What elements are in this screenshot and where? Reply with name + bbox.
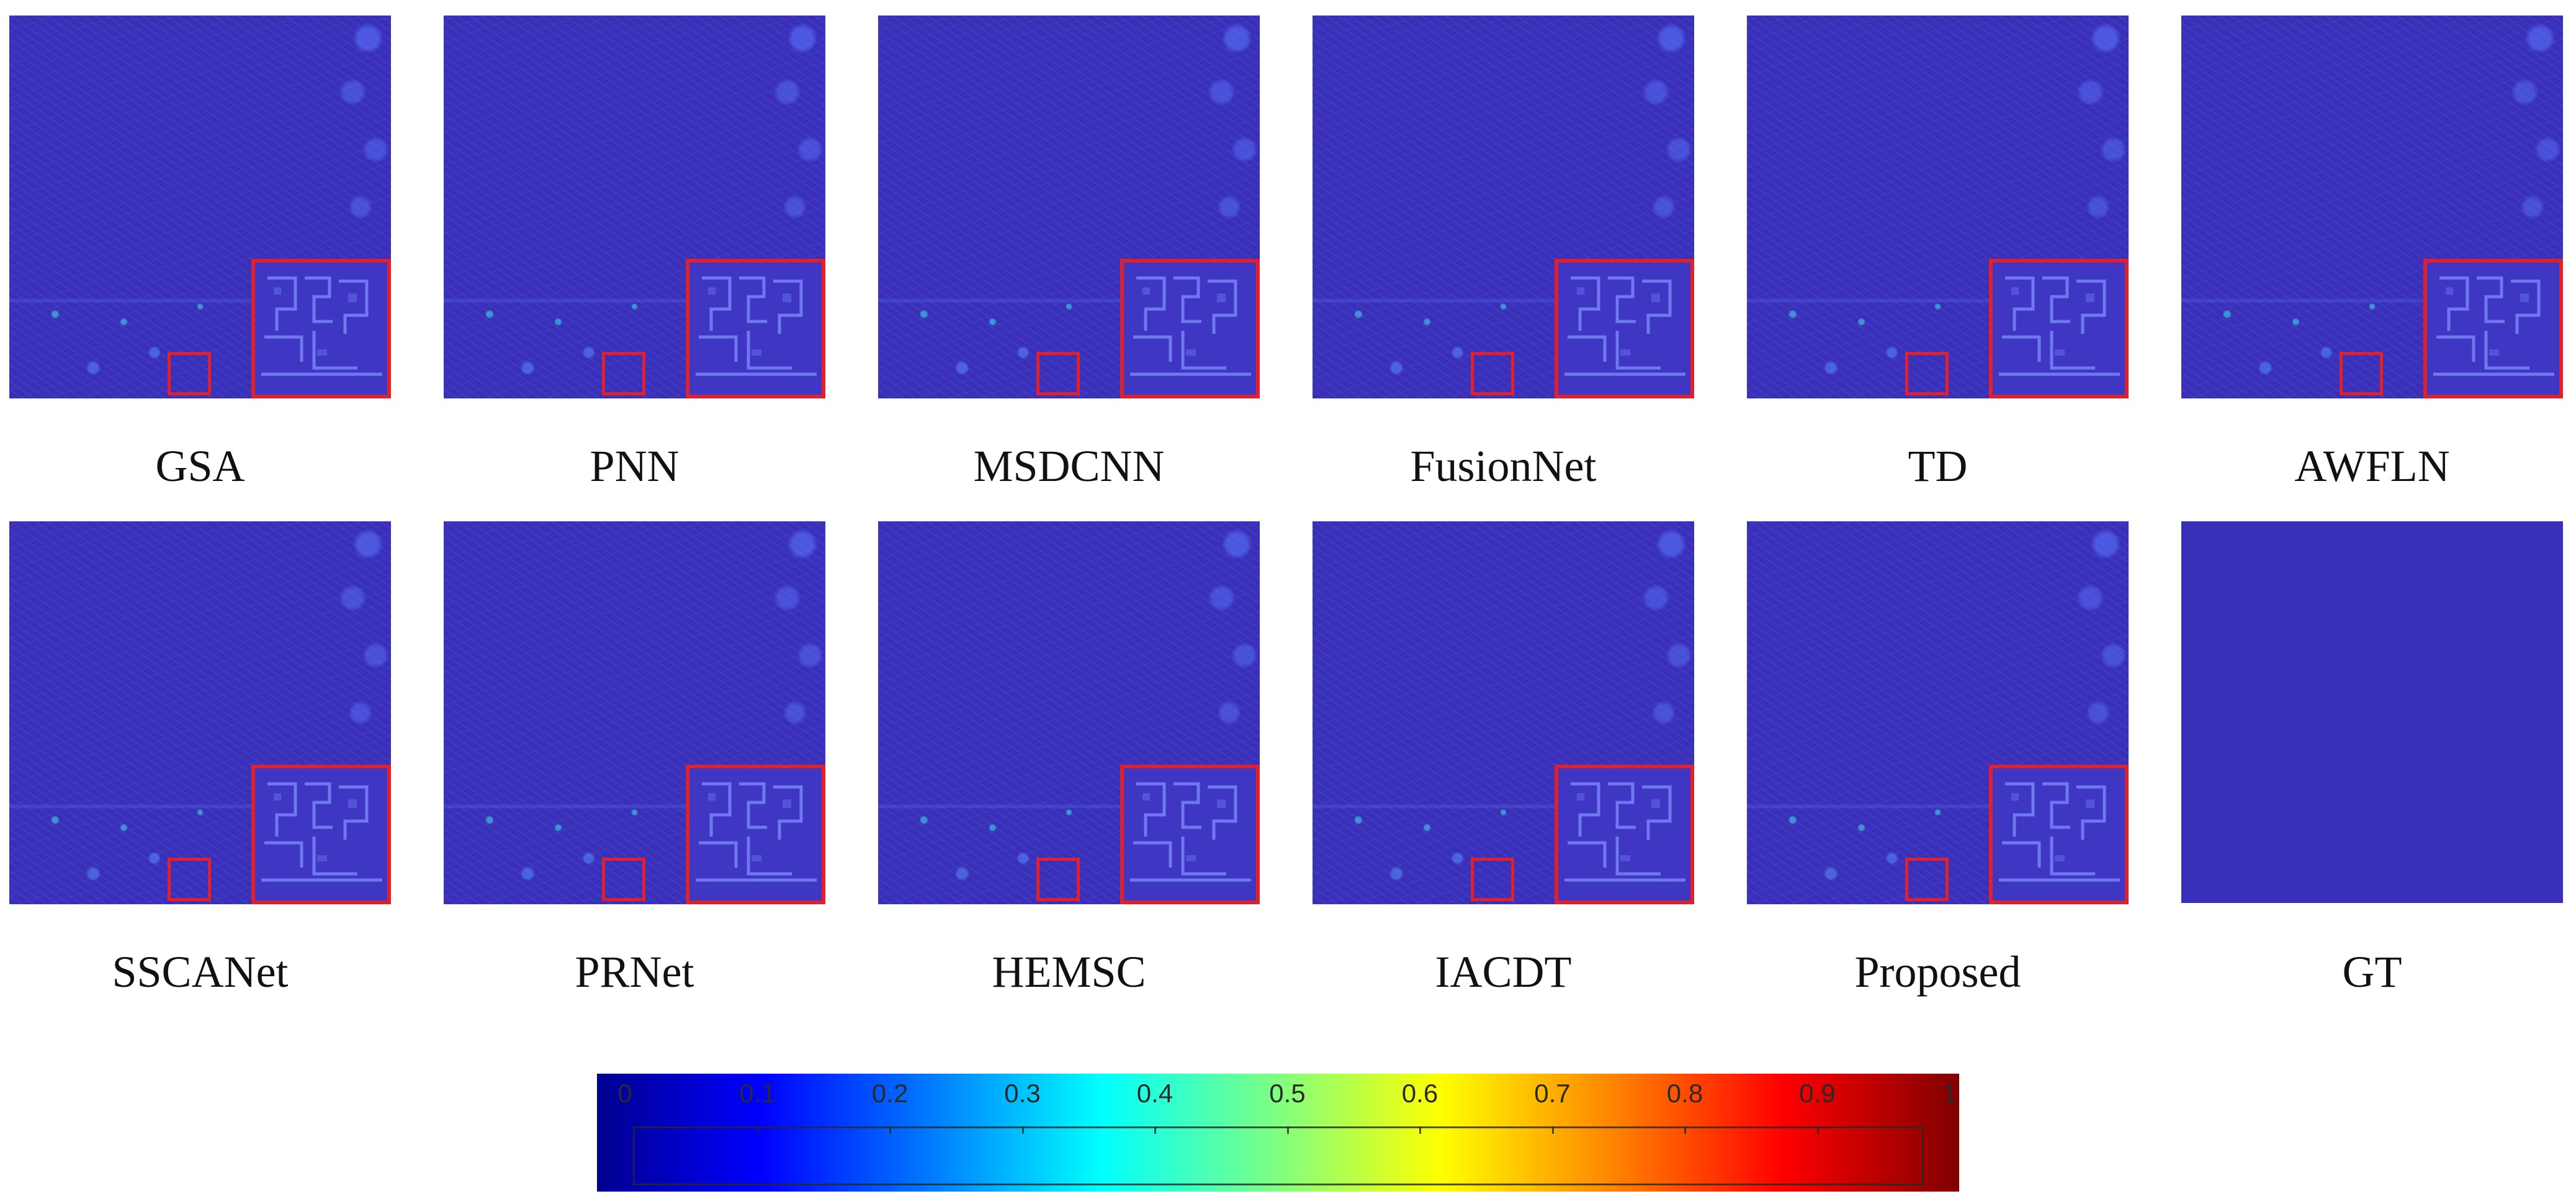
colorbar-gradient: [597, 1074, 1959, 1192]
error-map-image: [1313, 16, 1694, 398]
colorbar-frame: [633, 1126, 1924, 1185]
panel-pnn: PNN: [444, 16, 825, 488]
error-map-image: [2181, 16, 2563, 398]
colorbar-tick-label: 0.3: [1004, 1079, 1041, 1108]
method-label: PNN: [590, 441, 680, 491]
roi-box: [602, 352, 645, 395]
method-label: Proposed: [1854, 947, 2021, 997]
colorbar-tick: [756, 1126, 759, 1134]
panel-gt: GT: [2181, 521, 2563, 994]
panel-fusionnet: FusionNet: [1313, 16, 1694, 488]
error-map-image: [444, 16, 825, 398]
zoomed-roi-inset: [1555, 765, 1694, 904]
error-map-image: [878, 16, 1260, 398]
panel-msdcnn: MSDCNN: [878, 16, 1260, 488]
colorbar-tick: [889, 1126, 891, 1134]
colorbar-tick-label: 0.7: [1534, 1079, 1571, 1108]
error-map-image: [1747, 521, 2129, 904]
zoomed-roi-inset: [1989, 765, 2129, 904]
method-label: TD: [1908, 441, 1968, 491]
colorbar-tick: [1021, 1126, 1024, 1134]
colorbar-tick-label: 0.9: [1799, 1079, 1836, 1108]
zoomed-roi-inset: [1120, 259, 1260, 398]
colorbar-tick: [1286, 1126, 1289, 1134]
roi-box: [168, 352, 211, 395]
error-map-image: [1747, 16, 2129, 398]
roi-box: [1036, 858, 1080, 901]
zoomed-roi-inset: [686, 259, 825, 398]
error-map-image: [444, 521, 825, 904]
colorbar: 0 0.1 0.2 0.3 0.4 0.5 0.6 0.7 0.8 0.9 1: [597, 1074, 1959, 1192]
zoomed-roi-inset: [251, 259, 391, 398]
colorbar-tick: [1551, 1126, 1554, 1134]
method-label: IACDT: [1435, 947, 1572, 997]
panel-gsa: GSA: [9, 16, 391, 488]
colorbar-tick-label: 0.5: [1269, 1079, 1306, 1108]
gt-error-map: [2181, 521, 2563, 903]
method-label: HEMSC: [992, 947, 1146, 997]
colorbar-tick-label: 0.4: [1136, 1079, 1174, 1108]
zoomed-roi-inset: [1555, 259, 1694, 398]
roi-box: [2340, 352, 2383, 395]
error-map-image: [878, 521, 1260, 904]
method-label: AWFLN: [2294, 441, 2450, 491]
panel-hemsc: HEMSC: [878, 521, 1260, 994]
panel-td: TD: [1747, 16, 2129, 488]
colorbar-tick: [1419, 1126, 1421, 1134]
colorbar-tick: [1154, 1126, 1156, 1134]
colorbar-tick-label: 0.8: [1666, 1079, 1703, 1108]
roi-box: [168, 858, 211, 901]
colorbar-tick-label: 0.6: [1401, 1079, 1438, 1108]
colorbar-tick: [1816, 1126, 1819, 1134]
colorbar-tick-label: 0: [617, 1079, 632, 1108]
panel-awfln: AWFLN: [2181, 16, 2563, 488]
zoomed-roi-inset: [686, 765, 825, 904]
panel-prnet: PRNet: [444, 521, 825, 994]
roi-box: [1471, 352, 1514, 395]
colorbar-tick: [1684, 1126, 1686, 1134]
roi-box: [1905, 352, 1949, 395]
colorbar-tick-label: 0.1: [739, 1079, 776, 1108]
panel-iacdt: IACDT: [1313, 521, 1694, 994]
roi-box: [1036, 352, 1080, 395]
panel-sscanet: SSCANet: [9, 521, 391, 994]
zoomed-roi-inset: [251, 765, 391, 904]
zoomed-roi-inset: [1120, 765, 1260, 904]
colorbar-tick-label: 0.2: [871, 1079, 909, 1108]
panel-proposed: Proposed: [1747, 521, 2129, 994]
zoomed-roi-inset: [1989, 259, 2129, 398]
method-label: PRNet: [575, 947, 694, 997]
method-label: GSA: [155, 441, 245, 491]
error-map-image: [9, 16, 391, 398]
error-map-image: [9, 521, 391, 904]
roi-box: [1905, 858, 1949, 901]
colorbar-tick-label: 1: [1942, 1079, 1957, 1108]
method-label: MSDCNN: [973, 441, 1165, 491]
zoomed-roi-inset: [2423, 259, 2563, 398]
method-label: SSCANet: [112, 947, 289, 997]
roi-box: [602, 858, 645, 901]
method-label: GT: [2342, 947, 2402, 997]
method-label: FusionNet: [1410, 441, 1597, 491]
error-map-image: [1313, 521, 1694, 904]
roi-box: [1471, 858, 1514, 901]
